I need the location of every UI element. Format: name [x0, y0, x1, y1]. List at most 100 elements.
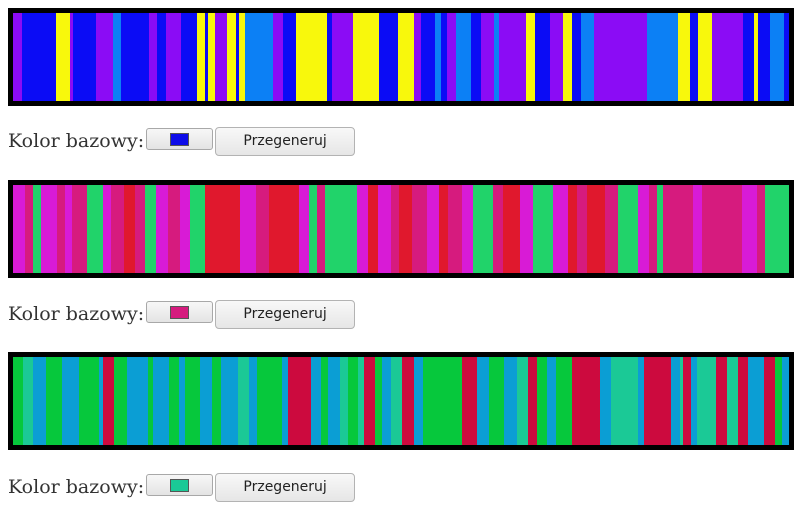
- color-stripe: [79, 357, 99, 445]
- color-stripe: [288, 357, 311, 445]
- color-stripe: [113, 13, 121, 101]
- color-stripe: [13, 13, 22, 101]
- color-stripe: [748, 357, 764, 445]
- color-stripe: [671, 357, 680, 445]
- color-stripe: [257, 357, 282, 445]
- color-stripe: [391, 357, 402, 445]
- color-stripe: [227, 13, 236, 101]
- palette-3: [8, 352, 794, 450]
- color-stripe: [402, 357, 414, 445]
- color-stripe: [96, 13, 113, 101]
- color-stripe: [103, 185, 111, 273]
- color-stripe: [145, 185, 156, 273]
- color-stripe: [309, 185, 317, 273]
- color-stripe: [180, 185, 190, 273]
- color-stripe: [212, 357, 221, 445]
- color-stripe: [550, 13, 563, 101]
- color-stripe: [572, 13, 581, 101]
- color-stripe: [197, 13, 205, 101]
- color-stripe: [503, 185, 520, 273]
- color-stripe: [698, 13, 712, 101]
- color-stripe: [547, 357, 556, 445]
- color-stripe: [317, 185, 325, 273]
- color-stripe: [327, 13, 332, 101]
- color-stripe: [657, 185, 663, 273]
- color-stripe: [168, 185, 180, 273]
- color-stripe: [325, 185, 357, 273]
- base-color-picker[interactable]: [146, 474, 214, 496]
- color-stripe: [299, 185, 309, 273]
- color-stripe: [765, 185, 789, 273]
- color-stripe: [149, 13, 157, 101]
- color-stripe: [644, 357, 671, 445]
- color-stripe: [332, 13, 353, 101]
- color-stripe: [647, 13, 678, 101]
- base-color-picker[interactable]: [146, 128, 214, 150]
- color-stripe: [57, 185, 65, 273]
- color-stripe: [690, 13, 698, 101]
- color-stripe: [208, 13, 215, 101]
- color-stripe: [680, 357, 683, 445]
- color-stripe: [494, 13, 499, 101]
- color-stripe: [448, 185, 462, 273]
- color-stripe: [269, 185, 299, 273]
- color-stripe: [282, 357, 288, 445]
- color-stripe: [179, 357, 185, 445]
- color-stripe: [215, 13, 227, 101]
- color-stripe: [471, 13, 481, 101]
- color-stripe: [738, 357, 748, 445]
- color-stripe: [693, 185, 702, 273]
- color-stripe: [702, 185, 742, 273]
- color-stripe: [423, 357, 462, 445]
- color-stripe: [73, 13, 96, 101]
- regenerate-button[interactable]: Przegeneruj: [215, 299, 356, 329]
- color-stripe: [296, 13, 327, 101]
- color-stripe: [114, 357, 127, 445]
- color-stripe: [169, 357, 179, 445]
- color-stripe: [357, 185, 368, 273]
- color-stripe: [245, 13, 273, 101]
- color-stripe: [375, 357, 382, 445]
- color-stripe: [462, 185, 473, 273]
- color-stripe: [638, 185, 649, 273]
- regenerate-button[interactable]: Przegeneruj: [215, 472, 356, 502]
- color-stripe: [200, 357, 212, 445]
- color-stripe: [577, 185, 587, 273]
- color-stripe: [221, 357, 238, 445]
- regenerate-button[interactable]: Przegeneruj: [215, 126, 356, 156]
- color-stripe: [638, 357, 644, 445]
- color-stripe: [743, 13, 754, 101]
- color-stripe: [41, 185, 57, 273]
- color-stripe: [683, 357, 691, 445]
- color-stripe: [358, 357, 364, 445]
- color-stripe: [435, 13, 441, 101]
- color-stripe: [127, 357, 148, 445]
- color-stripe: [124, 185, 135, 273]
- color-stripe: [563, 13, 572, 101]
- color-stripe: [379, 13, 398, 101]
- color-stripe: [205, 13, 208, 101]
- base-color-label: Kolor bazowy:: [8, 476, 145, 498]
- color-stripe: [135, 185, 145, 273]
- color-stripe: [517, 357, 528, 445]
- color-stripe: [236, 13, 239, 101]
- color-stripe: [649, 185, 657, 273]
- color-stripe: [754, 13, 758, 101]
- stripe-strip-1: [13, 13, 789, 101]
- color-stripe: [56, 13, 70, 101]
- color-stripe: [594, 13, 609, 101]
- base-color-picker[interactable]: [146, 301, 214, 323]
- color-stripe: [477, 357, 489, 445]
- controls-3: Kolor bazowy: Przegeneruj: [8, 472, 356, 502]
- color-stripe: [273, 13, 283, 101]
- palette-1: [8, 8, 794, 106]
- color-stripe: [782, 357, 789, 445]
- color-stripe: [757, 185, 765, 273]
- stripe-strip-3: [13, 357, 789, 445]
- color-stripe: [156, 185, 168, 273]
- color-stripe: [321, 357, 328, 445]
- color-stripe: [520, 185, 533, 273]
- color-stripe: [691, 357, 697, 445]
- base-color-label: Kolor bazowy:: [8, 303, 145, 325]
- color-stripe: [712, 13, 743, 101]
